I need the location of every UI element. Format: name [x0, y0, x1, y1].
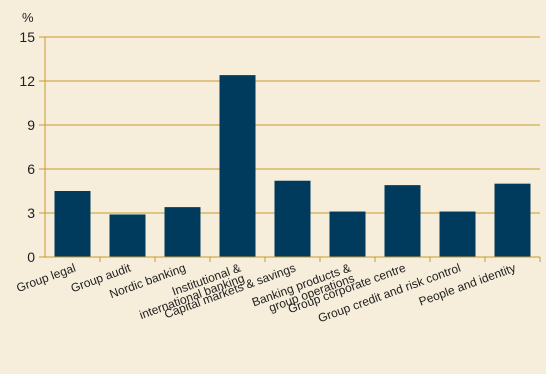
y-tick-label: 0	[27, 249, 35, 265]
y-tick-label: 12	[19, 73, 35, 89]
bar-8	[439, 211, 476, 257]
y-tick-labels: 0 3 6 9 12 15	[19, 29, 35, 265]
axes	[39, 36, 541, 262]
bar-7	[384, 185, 421, 257]
bar-4	[219, 75, 256, 257]
y-tick-label: 15	[19, 29, 35, 45]
bar-3	[164, 207, 201, 257]
bars	[54, 75, 531, 257]
y-tick-label: 9	[27, 117, 35, 133]
y-axis-unit-label: %	[22, 10, 34, 25]
y-tick-label: 6	[27, 161, 35, 177]
bar-9	[494, 183, 531, 257]
x-tick-label: Group legal	[14, 261, 77, 295]
bar-1	[54, 191, 91, 257]
x-tick-label-line: Group legal	[14, 261, 77, 295]
bar-2	[109, 214, 146, 257]
bar-6	[329, 211, 366, 257]
bar-5	[274, 180, 311, 257]
y-tick-label: 3	[27, 205, 35, 221]
